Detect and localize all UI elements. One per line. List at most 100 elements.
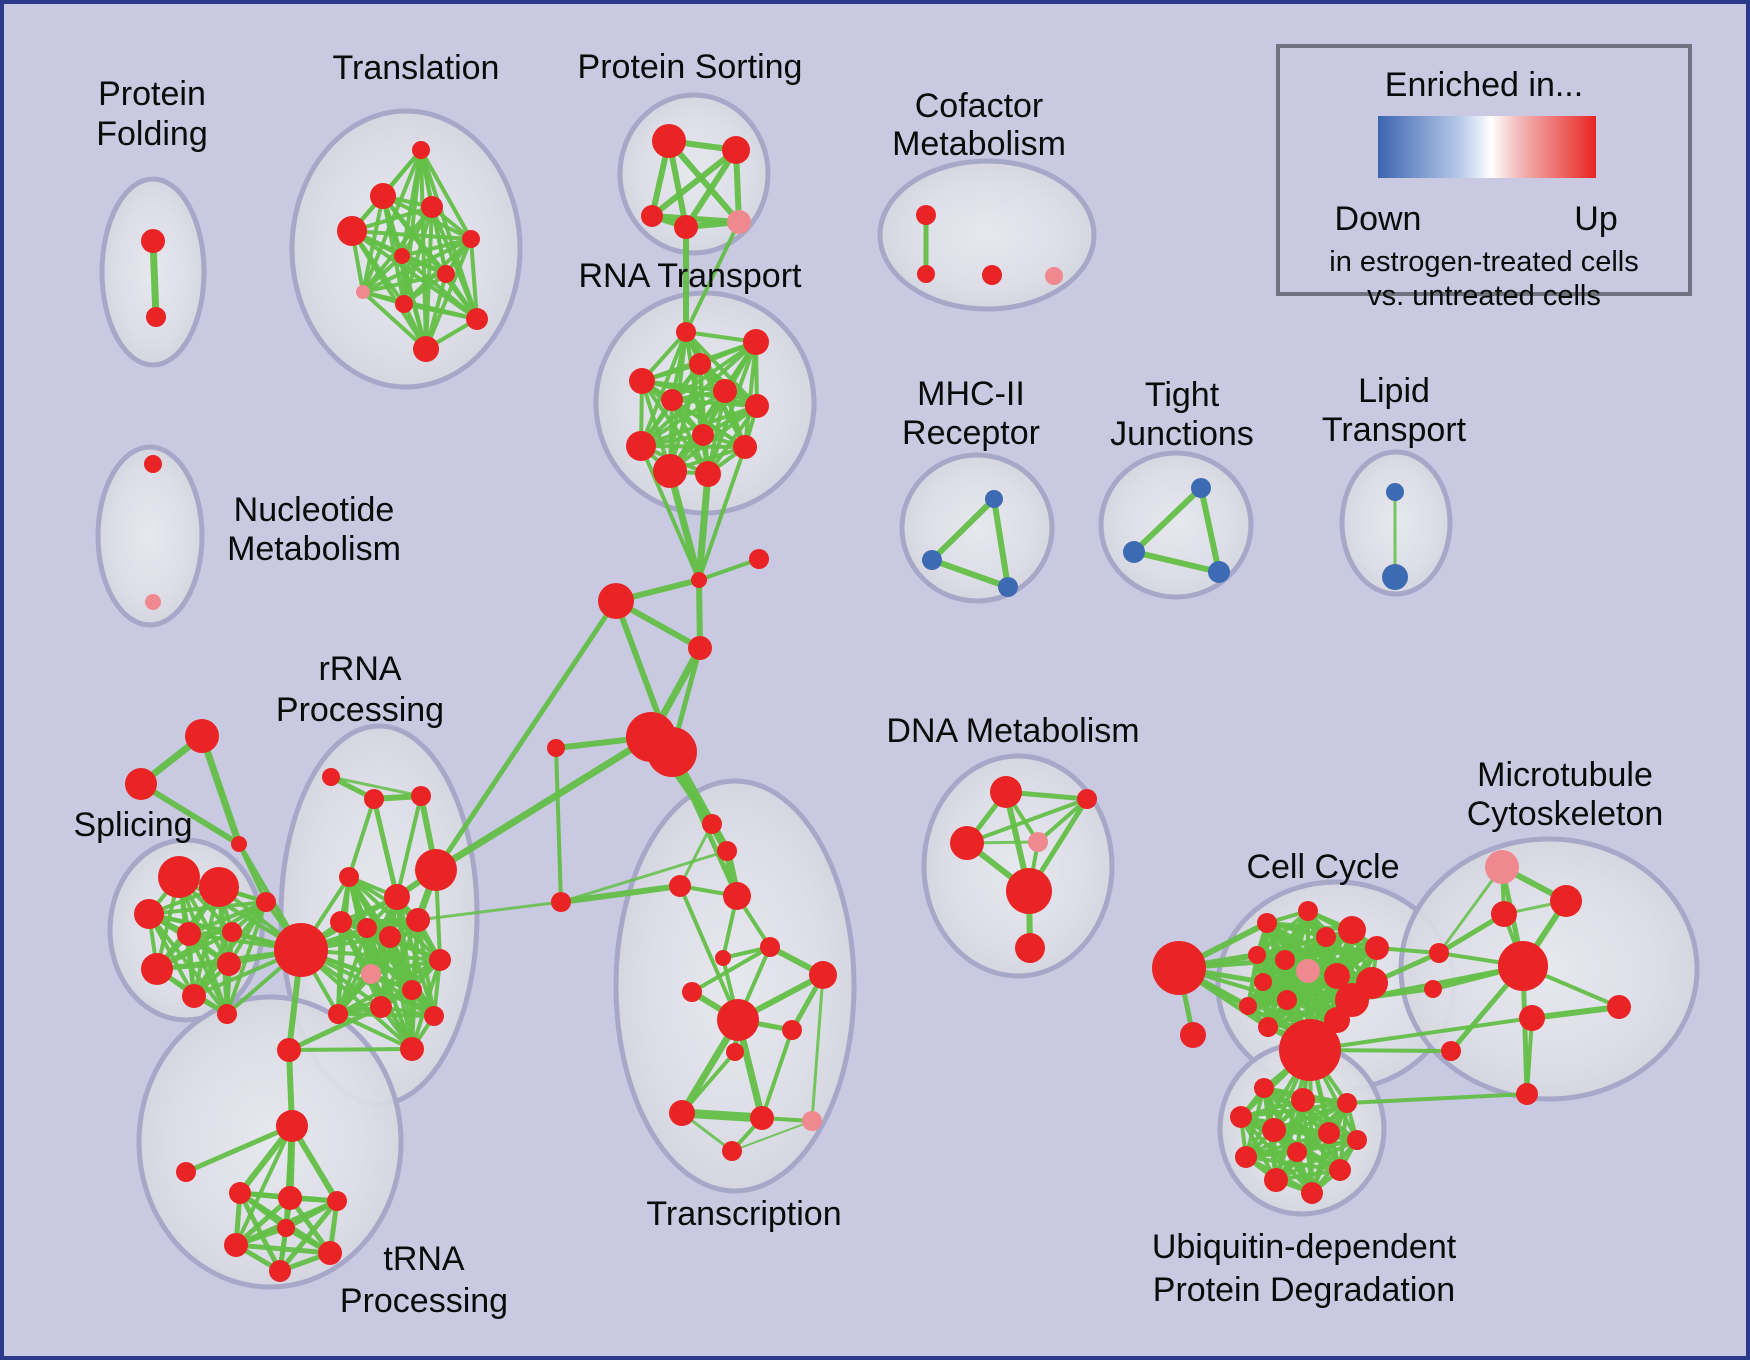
- network-edge: [234, 1124, 294, 1247]
- network-edge: [760, 1028, 794, 1120]
- network-node: [256, 892, 276, 912]
- cluster-label-cofactor-metabolism: Metabolism: [892, 125, 1066, 163]
- legend-down-label: Down: [1334, 200, 1422, 238]
- network-node: [1316, 927, 1336, 947]
- cluster-label-ubiquitin-degradation: Ubiquitin-dependent: [1152, 1228, 1457, 1266]
- network-node: [750, 1106, 774, 1130]
- network-node: [361, 964, 381, 984]
- cluster-label-ubiquitin-degradation: Protein Degradation: [1153, 1271, 1455, 1309]
- cluster-label-dna-metabolism: DNA Metabolism: [886, 712, 1139, 750]
- network-node: [339, 867, 359, 887]
- cluster-label-rna-transport: RNA Transport: [579, 257, 803, 295]
- network-edge: [329, 775, 423, 798]
- cluster-label-protein-folding: Protein: [98, 75, 206, 113]
- network-node: [146, 307, 166, 327]
- cluster-label-trna-processing: Processing: [340, 1282, 508, 1320]
- network-node: [733, 435, 757, 459]
- cluster-label-tight-junctions: Tight: [1145, 376, 1220, 414]
- network-node: [277, 1038, 301, 1062]
- network-node: [809, 961, 837, 989]
- network-edge: [369, 958, 442, 976]
- network-edge: [433, 598, 619, 873]
- network-node: [145, 594, 161, 610]
- network-node: [1491, 901, 1517, 927]
- network-node: [437, 265, 455, 283]
- cluster-label-rrna-processing: Processing: [276, 691, 444, 729]
- network-node: [1254, 973, 1272, 991]
- network-node: [1208, 561, 1230, 583]
- network-node: [217, 1004, 237, 1024]
- network-node: [370, 183, 396, 209]
- network-node: [745, 394, 769, 418]
- cluster-label-tight-junctions: Junctions: [1110, 415, 1254, 453]
- network-node: [182, 984, 206, 1008]
- network-node: [384, 884, 410, 910]
- network-node: [406, 908, 430, 932]
- network-edge: [1529, 1004, 1622, 1021]
- network-node: [274, 923, 328, 977]
- network-node: [1337, 1093, 1357, 1113]
- network-edge: [424, 237, 473, 351]
- network-edge: [683, 147, 739, 230]
- network-node: [424, 1006, 444, 1026]
- cluster-label-mhc-ii-receptor: MHC-II: [917, 375, 1025, 413]
- network-edge: [678, 884, 740, 1022]
- network-node: [551, 892, 571, 912]
- cluster-label-lipid-transport: Lipid: [1358, 372, 1430, 410]
- network-edge: [680, 1050, 737, 1115]
- network-node: [1015, 933, 1045, 963]
- legend-gradient-bar: [1378, 116, 1596, 178]
- network-edge: [706, 389, 727, 476]
- cluster-ellipse-microtubule-cytoskeleton: [1398, 836, 1700, 1102]
- network-node: [982, 265, 1002, 285]
- network-node: [691, 572, 707, 588]
- network-node: [1230, 1106, 1252, 1128]
- network-node: [1324, 1007, 1350, 1033]
- network-node: [141, 953, 173, 985]
- network-edge: [371, 796, 400, 900]
- network-edge: [678, 822, 714, 888]
- network-edge: [684, 330, 759, 408]
- network-node: [598, 583, 634, 619]
- cluster-label-splicing: Splicing: [73, 806, 192, 844]
- network-node: [222, 922, 242, 942]
- network-edge: [1131, 549, 1222, 575]
- network-node: [647, 727, 697, 777]
- network-edge: [400, 237, 473, 258]
- network-edge: [283, 1123, 295, 1231]
- network-node: [1264, 1168, 1288, 1192]
- network-edge: [198, 732, 243, 848]
- network-edge: [1437, 865, 1504, 955]
- network-node: [1275, 950, 1295, 970]
- network-edge: [187, 900, 268, 936]
- legend-up-label: Up: [1574, 200, 1618, 238]
- network-edge: [684, 220, 741, 334]
- network-node: [713, 379, 737, 403]
- network-node: [1441, 1041, 1461, 1061]
- network-node: [141, 229, 165, 253]
- network-node: [950, 826, 984, 860]
- network-node: [134, 899, 164, 929]
- network-edge: [991, 496, 1011, 590]
- network-node: [1235, 1146, 1257, 1168]
- network-node: [217, 952, 241, 976]
- network-node: [413, 336, 439, 362]
- network-edge: [225, 900, 268, 1016]
- network-node: [1191, 478, 1211, 498]
- network-edge: [149, 237, 160, 321]
- network-edge: [402, 302, 479, 321]
- network-edge: [237, 842, 268, 904]
- network-node: [749, 549, 769, 569]
- network-edge: [1265, 921, 1354, 932]
- network-edge: [559, 849, 729, 904]
- network-edge: [1295, 1138, 1359, 1154]
- network-node: [1324, 963, 1350, 989]
- network-edge: [810, 973, 825, 1123]
- network-edge: [1345, 1092, 1529, 1105]
- network-node: [158, 856, 200, 898]
- network-node: [1335, 983, 1369, 1017]
- network-edge: [286, 1004, 384, 1053]
- network-node: [276, 1110, 308, 1142]
- network-edge: [1283, 946, 1379, 962]
